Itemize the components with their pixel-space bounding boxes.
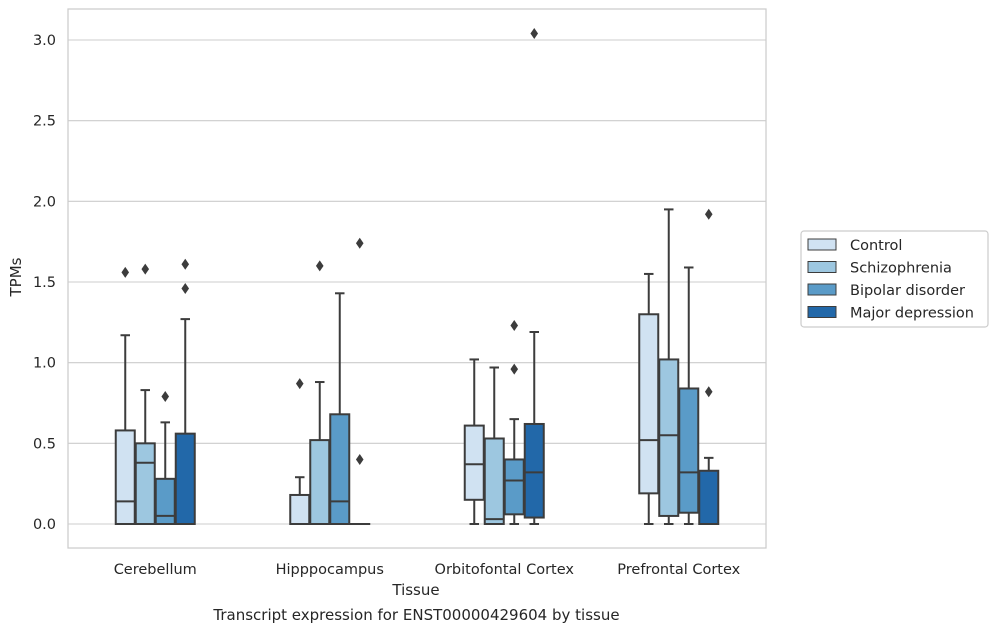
outlier-point — [121, 266, 130, 278]
box-body — [523, 422, 545, 519]
box — [523, 28, 545, 525]
outlier-point — [141, 263, 150, 275]
box — [289, 378, 311, 525]
box-body — [289, 493, 311, 525]
box — [134, 263, 156, 526]
box — [503, 320, 525, 525]
outlier-point — [510, 363, 519, 375]
y-tick-label: 2.5 — [33, 114, 56, 130]
legend-swatch — [807, 261, 837, 273]
box-body — [698, 469, 720, 526]
box — [638, 272, 660, 525]
plot-frame — [67, 8, 767, 549]
box — [174, 258, 196, 525]
outlier-point — [295, 378, 304, 390]
legend: Control Schizophrenia Bipolar disorder Majo… — [800, 230, 989, 328]
box — [658, 208, 680, 525]
legend-label: Bipolar disorder — [850, 283, 965, 299]
box-body — [174, 432, 196, 525]
legend-box — [800, 230, 989, 328]
outlier-point — [181, 258, 190, 270]
box — [114, 266, 136, 525]
box-body — [134, 442, 156, 526]
outlier-point — [510, 320, 519, 332]
y-axis-label: TPMs — [7, 257, 25, 297]
outlier-point — [530, 28, 539, 40]
box-body — [463, 424, 485, 501]
legend-swatch — [807, 238, 837, 251]
box — [463, 358, 485, 525]
outlier-point — [355, 453, 364, 465]
box-body — [154, 477, 176, 525]
outlier-point — [704, 208, 713, 220]
box — [698, 208, 720, 526]
box — [678, 266, 700, 525]
y-tick-label: 2.0 — [33, 194, 56, 210]
legend-label: Major depression — [850, 306, 974, 322]
y-tick-label: 0.5 — [33, 436, 56, 452]
box-body — [483, 437, 505, 526]
box-body — [638, 313, 660, 495]
outlier-point — [704, 386, 713, 398]
box-body — [658, 358, 680, 517]
box — [309, 260, 331, 525]
y-tick-label: 1.5 — [33, 275, 56, 291]
x-tick-label: Prefrontal Cortex — [617, 562, 740, 578]
x-axis-label: Tissue — [391, 581, 439, 599]
legend-swatch — [807, 306, 837, 318]
outlier-point — [315, 260, 324, 272]
outlier-point — [161, 391, 170, 403]
box-body — [678, 387, 700, 514]
box-body — [114, 429, 136, 525]
y-tick-label: 3.0 — [33, 33, 56, 49]
legend-label: Schizophrenia — [850, 261, 952, 277]
x-tick-labels: Cerebellum Hipppocampus Orbitofontal Corte… — [114, 562, 741, 578]
outlier-point — [355, 237, 364, 249]
x-tick-label: Orbitofontal Cortex — [435, 562, 575, 578]
box — [329, 292, 351, 525]
y-tick-label: 1.0 — [33, 356, 56, 372]
box — [349, 237, 371, 526]
y-tick-label: 0.0 — [33, 517, 56, 533]
chart-caption: Transcript expression for ENST0000042960… — [213, 606, 620, 624]
legend-label: Control — [850, 238, 902, 254]
box-body — [329, 413, 351, 525]
x-tick-label: Cerebellum — [114, 562, 197, 578]
box-body — [503, 458, 525, 516]
outlier-point — [181, 282, 190, 294]
legend-swatch — [807, 283, 837, 296]
x-tick-label: Hipppocampus — [276, 562, 384, 578]
box-series — [114, 28, 720, 526]
box — [483, 366, 505, 526]
box — [154, 391, 176, 525]
y-tick-labels: 0.0 0.5 1.0 1.5 2.0 2.5 3.0 — [33, 33, 56, 533]
box-body — [309, 439, 331, 525]
